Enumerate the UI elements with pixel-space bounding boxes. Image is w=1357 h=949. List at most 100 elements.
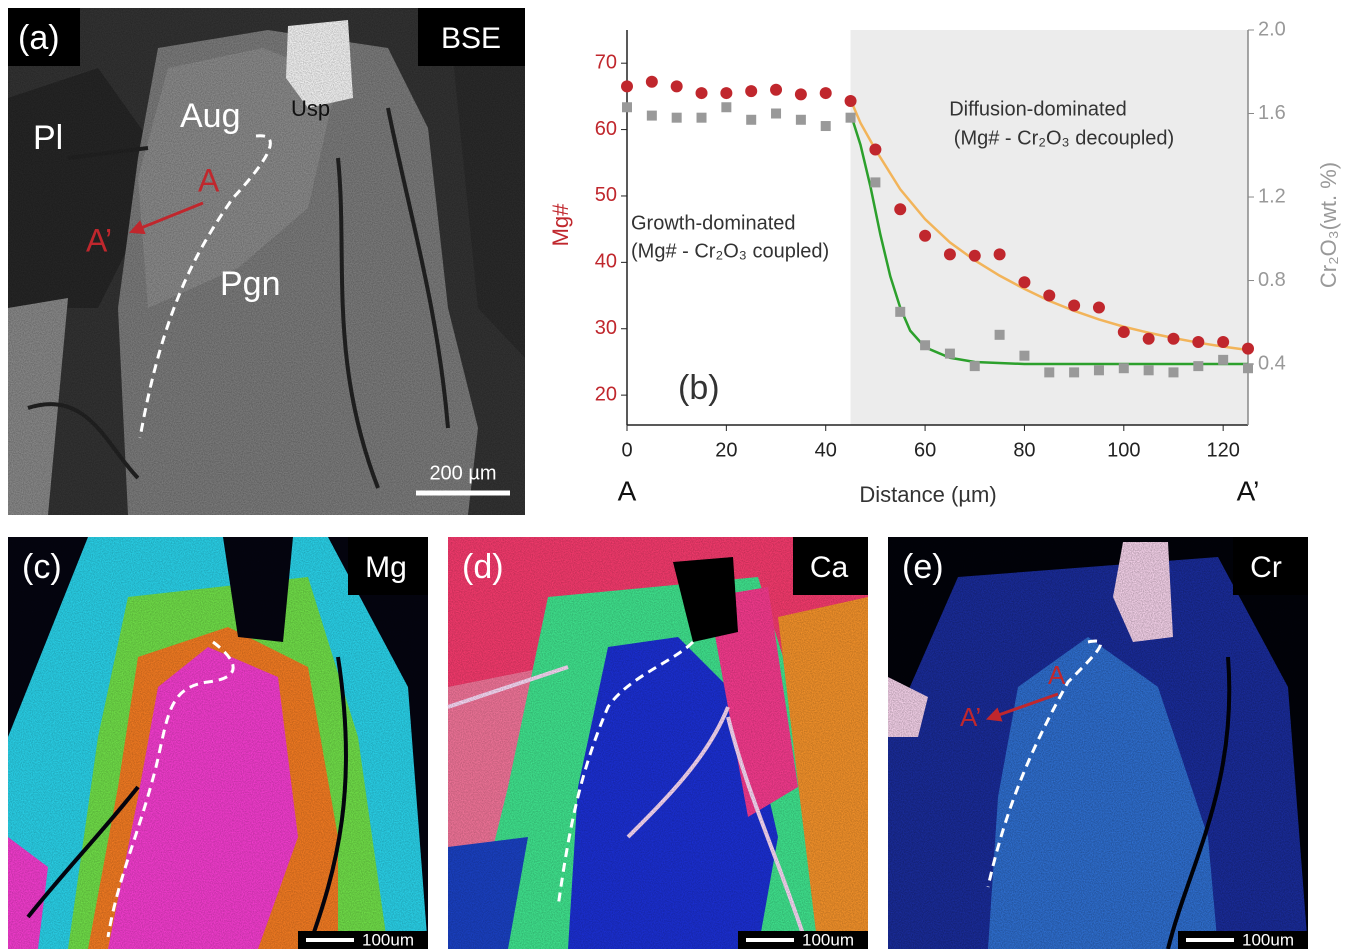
texture (448, 537, 868, 949)
y-tick-label: 30 (595, 317, 617, 339)
y-tick-label: 70 (595, 51, 617, 73)
panel-label: (e) (902, 548, 944, 586)
scale-label: 100um (1242, 930, 1294, 949)
scale-label: 200 µm (429, 462, 496, 484)
data-point (920, 340, 930, 350)
panel-c: (c) Mg 100um (8, 537, 428, 949)
y2-tick-label: 1.6 (1258, 102, 1286, 124)
panel-label: (b) (678, 369, 720, 407)
data-point (1118, 326, 1130, 338)
data-point (995, 330, 1005, 340)
texture (888, 537, 1308, 949)
data-point (870, 177, 880, 187)
panel-label: (d) (462, 548, 504, 586)
data-point (1143, 333, 1155, 345)
x-tick-label: 100 (1107, 439, 1140, 461)
annotation: (Mg# - Cr₂O₃ decoupled) (954, 127, 1174, 149)
data-point (646, 76, 658, 88)
data-point (1217, 336, 1229, 348)
x-tick-label: 0 (621, 439, 632, 461)
data-point (1044, 367, 1054, 377)
data-point (672, 113, 682, 123)
x-tick-label: 40 (815, 439, 837, 461)
data-point (820, 87, 832, 99)
texture (8, 537, 428, 949)
y-tick-label: 20 (595, 383, 617, 405)
annotation: Growth-dominated (631, 212, 796, 234)
point-label: A’ (86, 222, 112, 258)
panel-a: (a) BSE Pl Aug Usp Pgn A A’ 200 µm (8, 8, 525, 515)
data-point (845, 95, 857, 107)
data-point (621, 80, 633, 92)
data-point (895, 307, 905, 317)
data-point (869, 143, 881, 155)
panel-tag: Cr (1250, 551, 1282, 584)
mineral-label: Usp (291, 96, 330, 121)
profile-start: A (618, 475, 637, 506)
data-point (944, 248, 956, 260)
data-point (796, 115, 806, 125)
point-label: A (198, 162, 220, 198)
data-point (795, 88, 807, 100)
scale-label: 100um (802, 930, 854, 949)
y2-tick-label: 2.0 (1258, 18, 1286, 40)
data-point (1069, 367, 1079, 377)
panel-label: (a) (18, 19, 60, 57)
panel-tag: Ca (810, 551, 849, 584)
data-point (746, 115, 756, 125)
y-tick-label: 60 (595, 118, 617, 140)
x-tick-label: 60 (914, 439, 936, 461)
data-point (770, 84, 782, 96)
mineral-label: Pl (33, 119, 63, 157)
mineral-label: Aug (180, 97, 241, 135)
data-point (1043, 290, 1055, 302)
data-point (821, 121, 831, 131)
data-point (1168, 367, 1178, 377)
panel-tag: BSE (441, 22, 501, 55)
data-point (1093, 301, 1105, 313)
data-point (647, 111, 657, 121)
panel-e: A A’ (e) Cr 100um (888, 537, 1308, 949)
data-point (1218, 355, 1228, 365)
annotation: Diffusion-dominated (949, 98, 1127, 120)
data-point (721, 102, 731, 112)
data-point (1193, 361, 1203, 371)
data-point (1144, 365, 1154, 375)
y2-tick-label: 1.2 (1258, 185, 1286, 207)
y2-tick-label: 0.4 (1258, 352, 1286, 374)
x-axis-label: Distance (µm) (859, 482, 996, 507)
data-point (994, 248, 1006, 260)
x-tick-label: 120 (1206, 439, 1239, 461)
data-point (919, 230, 931, 242)
data-point (970, 361, 980, 371)
data-point (1068, 300, 1080, 312)
data-point (697, 113, 707, 123)
point-label: A (1048, 660, 1066, 690)
data-point (1094, 365, 1104, 375)
point-label: A’ (960, 702, 981, 732)
scale-label: 100um (362, 930, 414, 949)
data-point (1167, 333, 1179, 345)
texture (8, 8, 525, 515)
figure: (a) BSE Pl Aug Usp Pgn A A’ 200 µm 0 20 40… (0, 0, 1357, 949)
panel-tag: Mg (365, 551, 407, 584)
data-point (969, 250, 981, 262)
annotation: (Mg# - Cr₂O₃ coupled) (631, 240, 829, 262)
mineral-label: Pgn (220, 265, 281, 303)
shaded-region (851, 30, 1248, 425)
data-point (945, 349, 955, 359)
y2-axis-label: Cr₂O₃(wt. %) (1316, 162, 1341, 288)
panel-d: (d) Ca 100um (448, 537, 868, 949)
x-tick-label: 80 (1013, 439, 1035, 461)
data-point (846, 113, 856, 123)
y2-tick-label: 0.8 (1258, 269, 1286, 291)
data-point (1019, 351, 1029, 361)
data-point (1243, 363, 1253, 373)
profile-end: A’ (1237, 475, 1260, 506)
data-point (1242, 343, 1254, 355)
data-point (622, 102, 632, 112)
data-point (771, 109, 781, 119)
data-point (1192, 336, 1204, 348)
y-axis-label: Mg# (548, 203, 573, 247)
x-tick-label: 20 (715, 439, 737, 461)
